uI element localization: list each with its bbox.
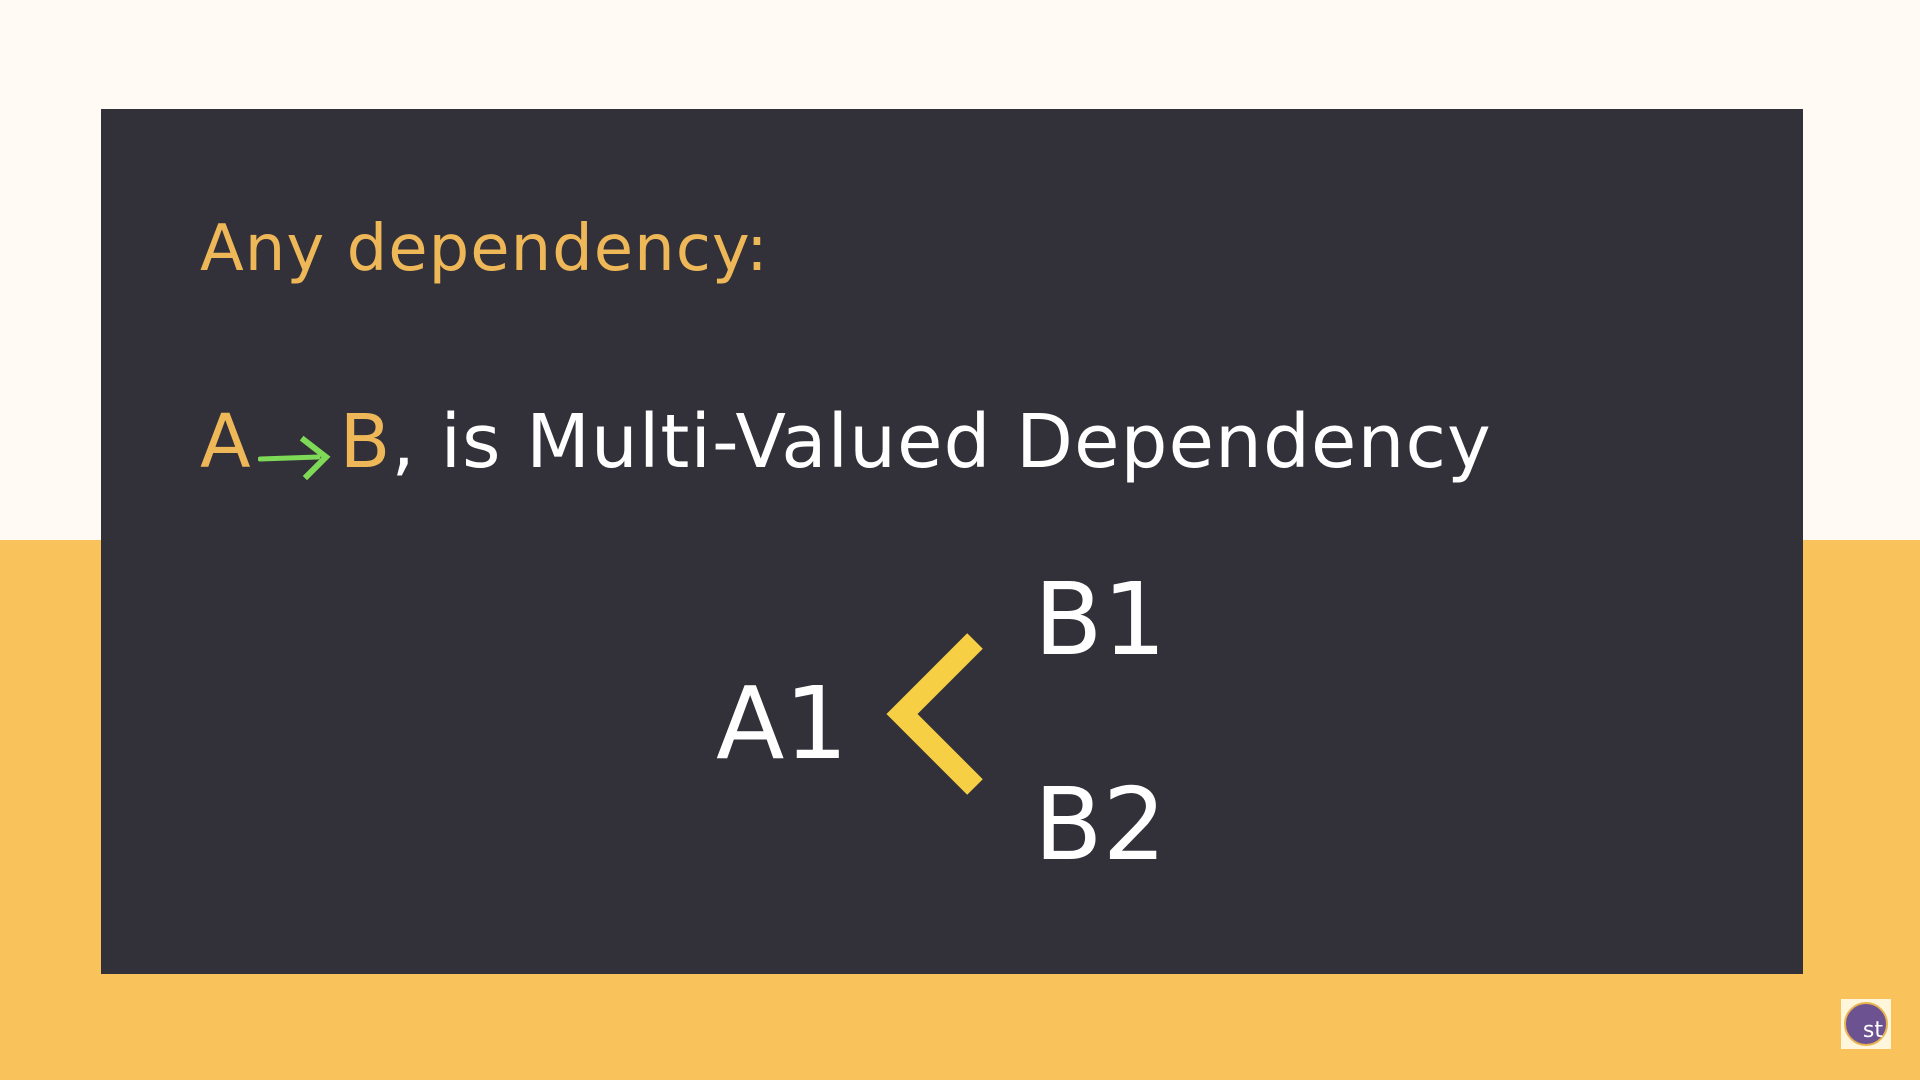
- logo-text: st: [1862, 1018, 1883, 1043]
- logo-icon: st: [1841, 999, 1891, 1049]
- right-arrow-icon: [257, 413, 334, 481]
- slide-heading: Any dependency:: [200, 212, 769, 286]
- diagram-target-b1: B1: [1034, 561, 1167, 678]
- statement-rest: , is Multi-Valued Dependency: [391, 399, 1492, 485]
- slide-card: [101, 109, 1803, 974]
- dependency-statement: A B , is Multi-Valued Dependency: [200, 398, 1492, 486]
- statement-rhs: B: [339, 399, 392, 485]
- diagram-source: A1: [716, 665, 849, 782]
- statement-lhs: A: [200, 399, 252, 485]
- chevron-left-icon: [880, 630, 990, 798]
- logo-circle: st: [1844, 1002, 1888, 1046]
- diagram-target-b2: B2: [1034, 766, 1167, 883]
